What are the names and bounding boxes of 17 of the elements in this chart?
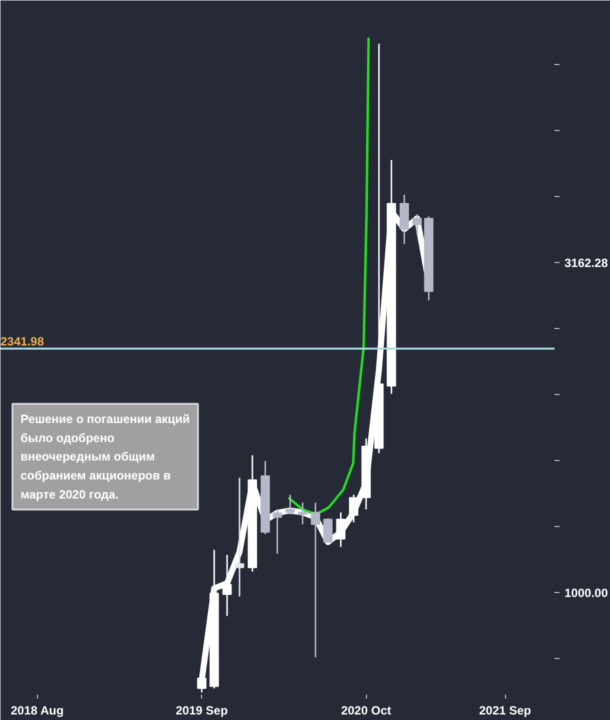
x-tick-label: 2021 Sep (479, 704, 532, 718)
candlestick (286, 494, 295, 516)
candlestick (234, 477, 244, 598)
candlestick (412, 214, 422, 235)
candlestick (310, 502, 320, 658)
x-tick-label: 2018 Aug (10, 704, 64, 718)
candlestick (222, 554, 232, 617)
ref-line-label: 2341.98 (0, 334, 44, 349)
annotation: Решение о погашении акций было одобрено внеочередным общим собранием акционеров в марте 2020 года. (20, 412, 190, 502)
candlestick (298, 502, 308, 526)
y-tick-label: 3162.28 (564, 256, 608, 270)
candlestick (336, 512, 346, 548)
x-tick-label: 2019 Sep (176, 704, 228, 718)
x-tick-label: 2020 Oct (341, 704, 392, 718)
candlestick (349, 494, 358, 524)
candlestick (272, 508, 282, 555)
y-tick-label: 1000.00 (564, 586, 608, 600)
